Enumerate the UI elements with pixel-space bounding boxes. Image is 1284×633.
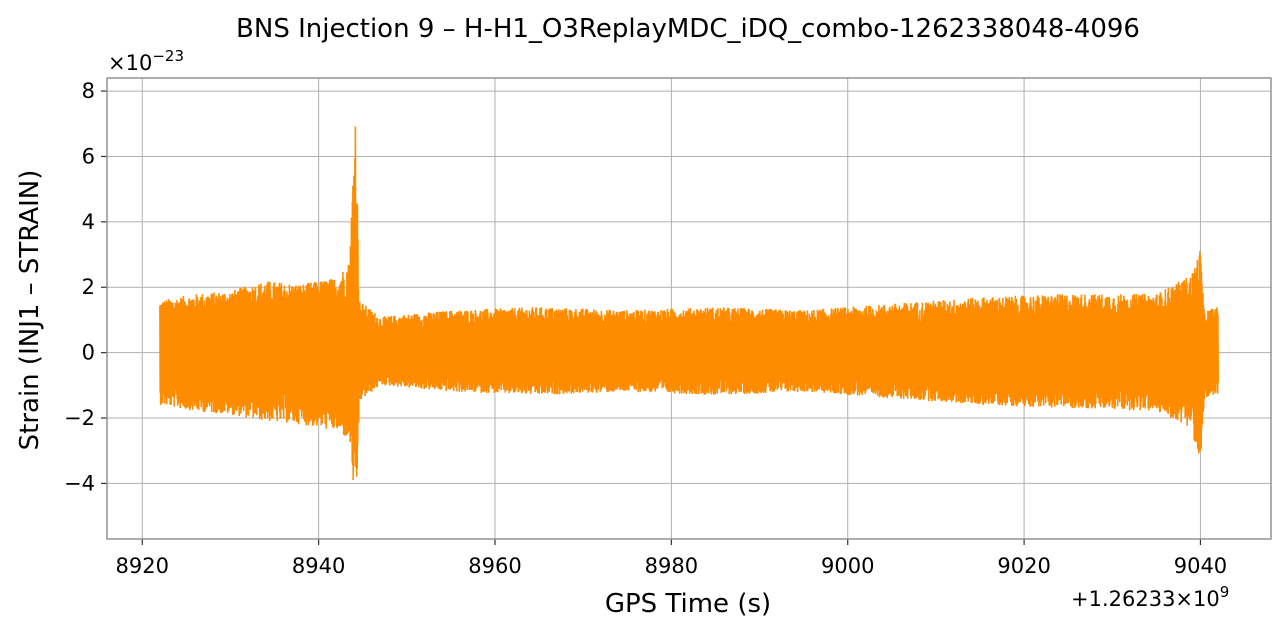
x-offset-exponent: 9 [1220, 583, 1230, 601]
x-tick-label: 9040 [1174, 554, 1227, 578]
plot-area [159, 126, 1219, 481]
x-tick-label: 8960 [468, 554, 521, 578]
x-axis-ticks: 8920 8940 8960 8980 9000 9020 9040 [116, 539, 1227, 578]
axes-frame [106, 77, 1272, 540]
strain-series-line [159, 126, 1219, 481]
x-tick-label: 9020 [997, 554, 1050, 578]
y-axis-multiplier: ×10−23 [108, 47, 184, 75]
chart-title: BNS Injection 9 – H-H1_O3ReplayMDC_iDQ_c… [236, 14, 1140, 44]
y-tick-label: 2 [82, 275, 95, 299]
x-offset-base: +1.26233×10 [1071, 587, 1220, 611]
y-tick-label: 6 [82, 144, 95, 168]
y-multiplier-exponent: −23 [152, 47, 184, 65]
y-axis-label: Strain (INJ1 – STRAIN) [15, 170, 45, 451]
y-tick-label: 0 [82, 341, 95, 365]
y-tick-label: −2 [64, 406, 95, 430]
x-axis-offset: +1.26233×109 [1071, 583, 1229, 611]
x-tick-label: 8920 [116, 554, 169, 578]
x-axis-label: GPS Time (s) [605, 589, 771, 619]
x-tick-label: 8940 [292, 554, 345, 578]
y-tick-label: 8 [82, 79, 95, 103]
y-axis-ticks: −4 −2 0 2 4 6 8 [64, 79, 107, 495]
x-tick-label: 8980 [645, 554, 698, 578]
x-tick-label: 9000 [821, 554, 874, 578]
y-multiplier-base: ×10 [108, 51, 152, 75]
y-tick-label: −4 [64, 471, 95, 495]
y-tick-label: 4 [82, 210, 95, 234]
